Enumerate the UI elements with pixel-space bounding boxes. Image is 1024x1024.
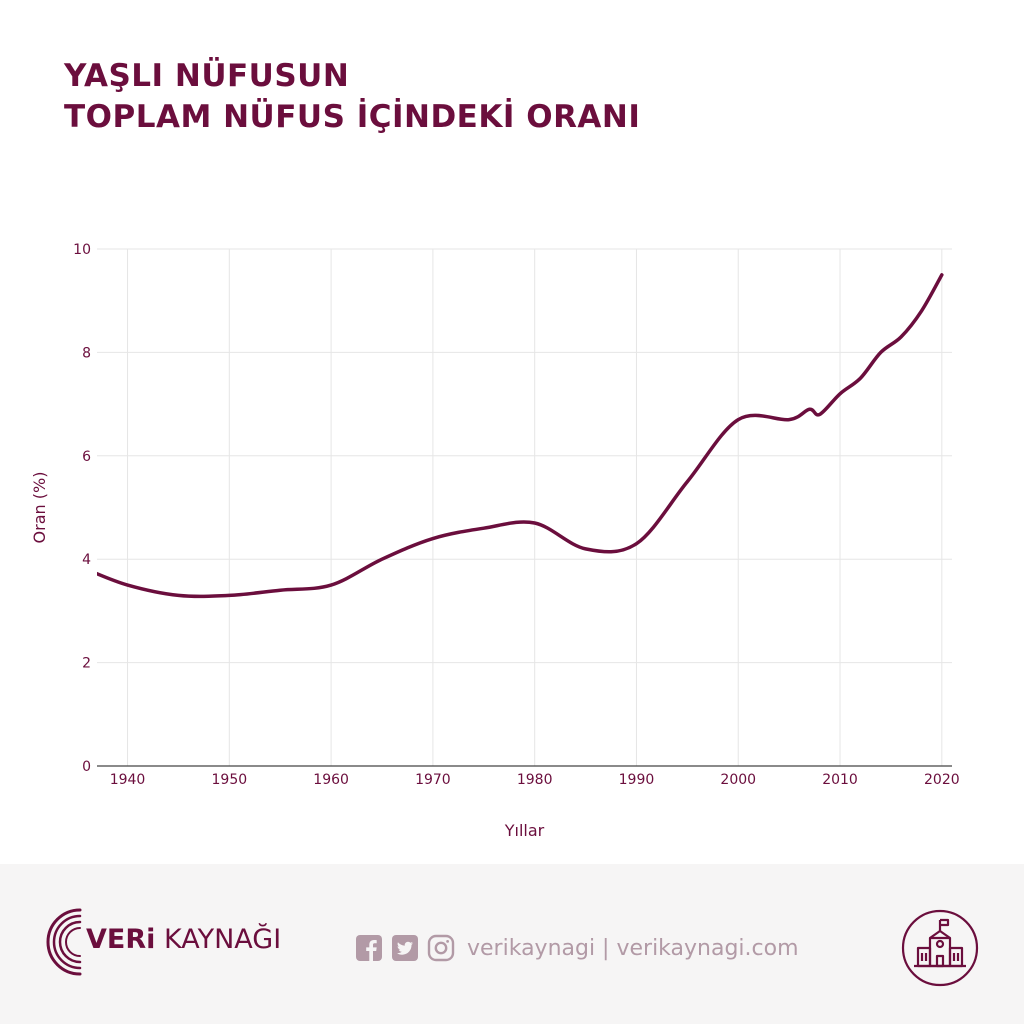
x-tick-label: 1980 — [517, 772, 553, 788]
x-axis-label: Yıllar — [504, 821, 545, 840]
brand-name-bold: VERi — [86, 924, 156, 955]
x-tick-labels: 1940 1950 1960 1970 1980 1990 2000 2010 2020 — [110, 772, 960, 788]
x-tick-label: 1990 — [619, 772, 655, 788]
y-tick-label: 6 — [82, 449, 91, 465]
title-line-1: YAŞLI NÜFUSUN — [64, 58, 350, 94]
x-tick-label: 2010 — [822, 772, 858, 788]
series-line — [97, 273, 944, 599]
y-axis-label: Oran (%) — [30, 472, 49, 544]
chart-title: YAŞLI NÜFUSUN TOPLAM NÜFUS İÇİNDEKİ ORAN… — [64, 56, 640, 138]
y-tick-label: 2 — [82, 656, 91, 672]
title-line-2: TOPLAM NÜFUS İÇİNDEKİ ORANI — [64, 99, 641, 135]
y-tick-label: 4 — [82, 552, 91, 568]
twitter-icon[interactable] — [391, 934, 419, 962]
x-tick-label: 1940 — [110, 772, 146, 788]
x-tick-label: 1950 — [212, 772, 248, 788]
grid-lines — [97, 248, 952, 766]
x-tick-label: 1960 — [313, 772, 349, 788]
y-tick-label: 0 — [82, 759, 91, 775]
social-handle-text[interactable]: verikaynagi | verikaynagi.com — [467, 935, 799, 961]
building-icon[interactable] — [900, 908, 980, 988]
x-tick-label: 2000 — [720, 772, 756, 788]
brand-logo[interactable]: VERi KAYNAĞI — [40, 902, 300, 982]
brand-name: VERi KAYNAĞI — [86, 924, 281, 955]
footer: VERi KAYNAĞI verikaynagi | verikaynagi.c… — [0, 864, 1024, 1024]
brand-arcs-icon — [46, 908, 82, 976]
x-tick-label: 2020 — [924, 772, 960, 788]
y-tick-label: 8 — [82, 345, 91, 361]
y-tick-label: 10 — [73, 242, 91, 258]
y-tick-labels: 0 2 4 6 8 10 — [73, 242, 91, 775]
brand-name-light: KAYNAĞI — [163, 924, 282, 955]
social-links: verikaynagi | verikaynagi.com — [355, 932, 799, 964]
line-chart: 0 2 4 6 8 10 1940 1950 1960 1970 1980 1990 2000 2010… — [30, 242, 960, 840]
facebook-icon[interactable] — [355, 934, 383, 962]
instagram-icon[interactable] — [427, 934, 455, 962]
x-tick-label: 1970 — [415, 772, 451, 788]
